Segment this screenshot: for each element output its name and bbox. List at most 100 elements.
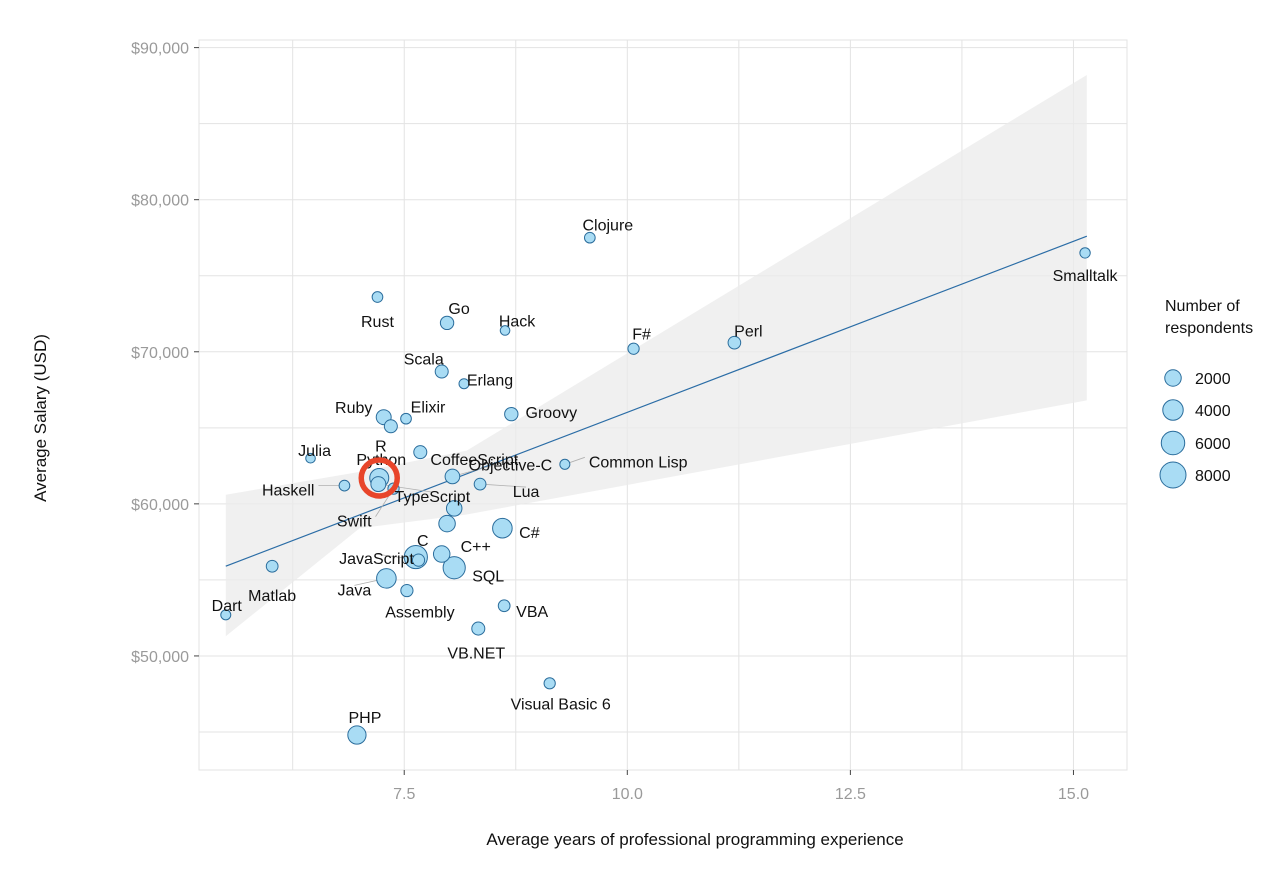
point-label-objective-c: Objective-C [469,457,553,474]
bubble-vb-net [471,621,486,636]
point-label-scala: Scala [404,352,444,369]
bubble-smalltalk [1079,247,1091,259]
legend-bubble-4000 [1162,399,1184,421]
legend-label-8000: 8000 [1195,468,1231,485]
point-label-javascript: JavaScript [339,551,414,568]
legend-bubble-6000 [1160,430,1186,456]
x-axis-title: Average years of professional programmin… [486,830,903,849]
point-label-clojure: Clojure [582,218,633,235]
confidence-band-layer [225,75,1087,637]
point-label-elixir: Elixir [411,400,446,417]
point-label-assembly: Assembly [385,605,454,622]
bubble-go [439,315,455,331]
point-label-vb-net: VB.NET [447,646,505,663]
point-label-typescript: TypeScript [395,489,471,506]
bubble-r [383,419,398,434]
point-label-julia: Julia [298,443,331,460]
bubble-sql [442,556,466,580]
legend-label-4000: 4000 [1195,403,1231,420]
x-tick-label: 7.5 [393,786,415,803]
bubble-haskell [338,479,351,492]
bubble-clojure [583,231,596,244]
bubble-visual-basic-6 [543,677,556,690]
point-label-hack: Hack [499,313,536,330]
axis-layer: $50,000 $60,000 $70,000 $80,000 $90,000 7.5 10… [131,41,1089,803]
point-label-perl: Perl [734,324,762,341]
legend: Number of respondents 2000 4000 6000 8000 [1159,298,1253,489]
point-label-lua: Lua [513,484,540,501]
point-label-layer: Clojure Smalltalk Rust Go Hack F# Perl Scala Erl… [212,218,1119,727]
bubble-scala [434,364,449,379]
y-tick-label: $70,000 [131,345,189,362]
connector-typescript [378,483,433,493]
bubble-coffeescript [413,445,428,460]
point-label-matlab: Matlab [248,588,296,605]
point-label-smalltalk: Smalltalk [1053,268,1119,285]
bubble-assembly [400,583,414,598]
bubble-common-lisp [559,458,571,470]
point-label-common-lisp: Common Lisp [589,454,688,471]
point-label-dart: Dart [212,598,243,615]
bubble-matlab [265,559,279,573]
point-label-sql: SQL [472,569,504,586]
point-label-swift: Swift [337,514,372,531]
highlight-layer [358,457,400,499]
point-label-go: Go [448,301,469,318]
bubble-rust [371,291,384,303]
bubble-java [376,568,397,589]
legend-title-line-1: Number of [1165,298,1240,315]
x-tick-label: 12.5 [835,786,866,803]
bubble-dart [220,609,232,621]
bubble-c [492,517,513,539]
x-tick-label: 10.0 [612,786,643,803]
grid-layer [198,39,1128,771]
point-label-java: Java [337,582,371,599]
bubble-unlabeled-22 [445,500,463,517]
confidence-band [225,75,1087,637]
point-label-coffeescript: CoffeeScript [430,452,518,469]
legend-title-line-2: respondents [1165,320,1253,337]
bubble-f [627,342,640,355]
bubble-layer [220,231,1091,745]
bubble-elixir [400,412,412,425]
legend-bubble-8000 [1159,461,1187,489]
bubble-lua [473,477,487,491]
point-label-c: C# [519,525,540,542]
y-tick-label: $50,000 [131,649,189,666]
bubble-vba [497,599,511,613]
bubble-unlabeled-23 [438,514,456,533]
point-label-ruby: Ruby [335,400,372,417]
plot-panel [198,39,1128,771]
bubble-groovy [504,406,519,422]
bubble-php [347,725,367,745]
highlight-circle-python [358,457,400,499]
bubble-javascript [411,553,426,567]
point-label-c: C [417,533,429,550]
point-label-erlang: Erlang [467,373,513,390]
connector-lua [480,483,527,488]
trend-line-layer [225,235,1088,567]
connector-objective-c [452,460,511,477]
point-label-groovy: Groovy [526,405,578,422]
bubble-objective-c [444,468,461,485]
bubble-julia [305,452,316,464]
point-label-c: C++ [461,539,491,556]
x-tick-label: 15.0 [1058,786,1089,803]
point-label-f: F# [632,327,651,344]
bubble-typescript [370,476,387,493]
y-tick-label: $90,000 [131,41,189,58]
point-label-php: PHP [348,710,381,727]
bubble-c [432,545,451,563]
y-tick-label: $80,000 [131,193,189,210]
legend-label-6000: 6000 [1195,436,1231,453]
bubble-erlang [458,378,470,390]
point-label-haskell: Haskell [262,483,314,500]
y-axis-title: Average Salary (USD) [31,334,50,502]
point-label-visual-basic-6: Visual Basic 6 [511,696,611,713]
bubble-hack [499,325,511,336]
legend-bubble-2000 [1164,369,1182,387]
point-label-rust: Rust [361,314,394,331]
point-label-r: R [375,438,387,455]
